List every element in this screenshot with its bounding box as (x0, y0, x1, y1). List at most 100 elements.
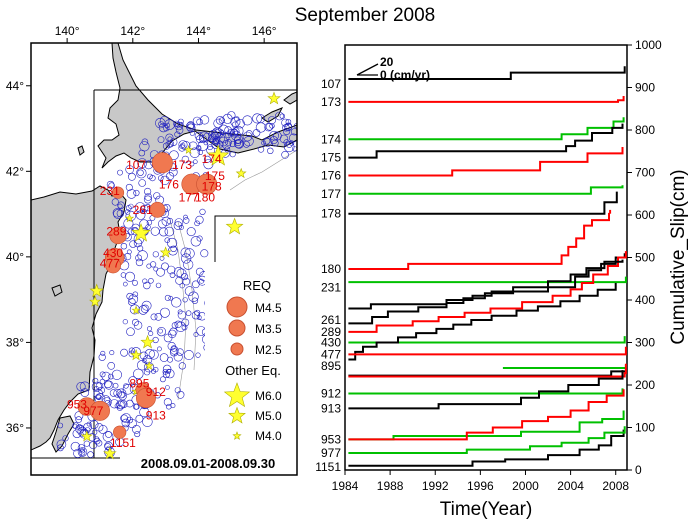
seismicity-circle (221, 140, 231, 150)
boso-peninsula (51, 415, 75, 453)
seismicity-circle (121, 418, 131, 428)
scale-bottom-label: 0 (cm/yr) (380, 68, 430, 82)
x-tick-label: 2004 (557, 479, 584, 493)
lat-tick-label: 36° (6, 421, 24, 435)
seismicity-circle (148, 277, 154, 284)
seismicity-circle (159, 255, 165, 261)
y-tick-label: 0 (635, 463, 642, 477)
seismicity-circle (93, 436, 100, 443)
x-tick-label: 1988 (377, 479, 404, 493)
seismicity-circle (139, 219, 149, 229)
station-label: 175 (205, 169, 225, 183)
seismicity-circle (142, 416, 153, 427)
seismicity-circle (128, 298, 136, 306)
seismicity-circle (170, 346, 179, 355)
seismicity-circle (134, 431, 141, 438)
other-eq-star (235, 167, 247, 179)
station-axis-label: 913 (321, 401, 341, 415)
date-range: 2008.09.01-2008.09.30 (141, 456, 275, 471)
lat-tick-label: 42° (6, 164, 24, 178)
seismicity-circle (89, 441, 98, 450)
seismicity-circle (124, 209, 131, 215)
legend-box (205, 262, 291, 452)
okushiri-island (77, 145, 85, 156)
seismicity-circle (218, 136, 229, 147)
seismicity-circle (275, 111, 284, 121)
seismicity-circle (159, 307, 170, 318)
legend-other-title: Other Eq. (225, 363, 281, 378)
seismicity-circle (190, 236, 202, 247)
seismicity-circle (195, 267, 204, 276)
slip-series-line (348, 370, 624, 410)
slip-series-line (348, 96, 625, 103)
seismicity-circle (279, 134, 289, 144)
other-eq-star (144, 361, 154, 370)
other-eq-star (183, 145, 194, 154)
seismicity-circle (171, 322, 179, 329)
seismicity-circle (56, 439, 67, 450)
station-axis-label: 977 (321, 446, 341, 460)
station-axis-label: 477 (321, 347, 341, 361)
y-tick-label: 1000 (635, 38, 662, 52)
seismicity-circle (152, 251, 159, 258)
slip-series-line (348, 336, 626, 344)
seismicity-circle (156, 346, 162, 352)
seismicity-circle (132, 279, 138, 286)
seismicity-circle (117, 203, 123, 209)
other-eq-star (89, 283, 104, 298)
station-axis-label: 178 (321, 207, 341, 221)
seismicity-circle (178, 121, 184, 128)
other-eq-star (207, 144, 230, 166)
seismicity-circle (160, 175, 170, 185)
x-axis: 1984 1988 1992 1996 2000 2004 2008 (332, 470, 629, 493)
seismicity-circle (92, 377, 99, 384)
seismicity-circle (222, 113, 233, 124)
seismicity-circle (242, 131, 253, 142)
seismicity-circle (173, 221, 183, 230)
seismicity-circle (229, 140, 236, 148)
seismicity-circle (111, 369, 122, 380)
seismicity-circle (203, 155, 211, 163)
other-eq-star (80, 430, 93, 442)
seismicity-circle (134, 202, 146, 213)
slip-series-line (348, 117, 625, 141)
station-label: 953 (67, 398, 87, 412)
seismicity-circle (184, 286, 195, 296)
station-label: 895 (129, 376, 149, 390)
seismicity-circle (128, 294, 139, 305)
other-eq-star (131, 305, 141, 315)
seismicity-circle (233, 139, 244, 149)
seismicity-circle (120, 348, 128, 357)
seismicity-circle (148, 349, 159, 360)
seismicity-circle (174, 387, 181, 394)
seismicity-circle (164, 119, 175, 130)
slip-series-line (348, 123, 624, 159)
seismicity-circle (144, 187, 152, 196)
seismicity-circle (163, 125, 170, 132)
slip-series-line (348, 283, 617, 361)
seismicity-circle (104, 380, 112, 389)
station-label: 289 (106, 224, 126, 238)
seismicity-circle (137, 250, 148, 261)
seismicity-circle (176, 268, 187, 279)
scale-bar-slope (356, 63, 379, 76)
req-event-circle (149, 201, 166, 218)
req-event-circle (196, 173, 218, 195)
seismicity-circle (125, 165, 134, 174)
seismicity-circle (158, 219, 168, 229)
seismicity-circle (229, 151, 236, 158)
seismicity-circle (146, 263, 152, 269)
req-event-circle (105, 257, 121, 274)
legend-other-label: M6.0 (255, 389, 282, 403)
seismicity-circle (171, 297, 182, 308)
station-label: 430 (103, 246, 123, 260)
seismicity-circle (301, 130, 305, 134)
seismicity-circle (163, 333, 173, 343)
seismicity-circle (215, 116, 225, 125)
seismicity-circle (174, 218, 184, 227)
seismicity-circle (128, 203, 134, 209)
slip-series-line (348, 429, 625, 467)
req-event-circle (109, 226, 127, 245)
seismicity-circle (142, 209, 147, 214)
